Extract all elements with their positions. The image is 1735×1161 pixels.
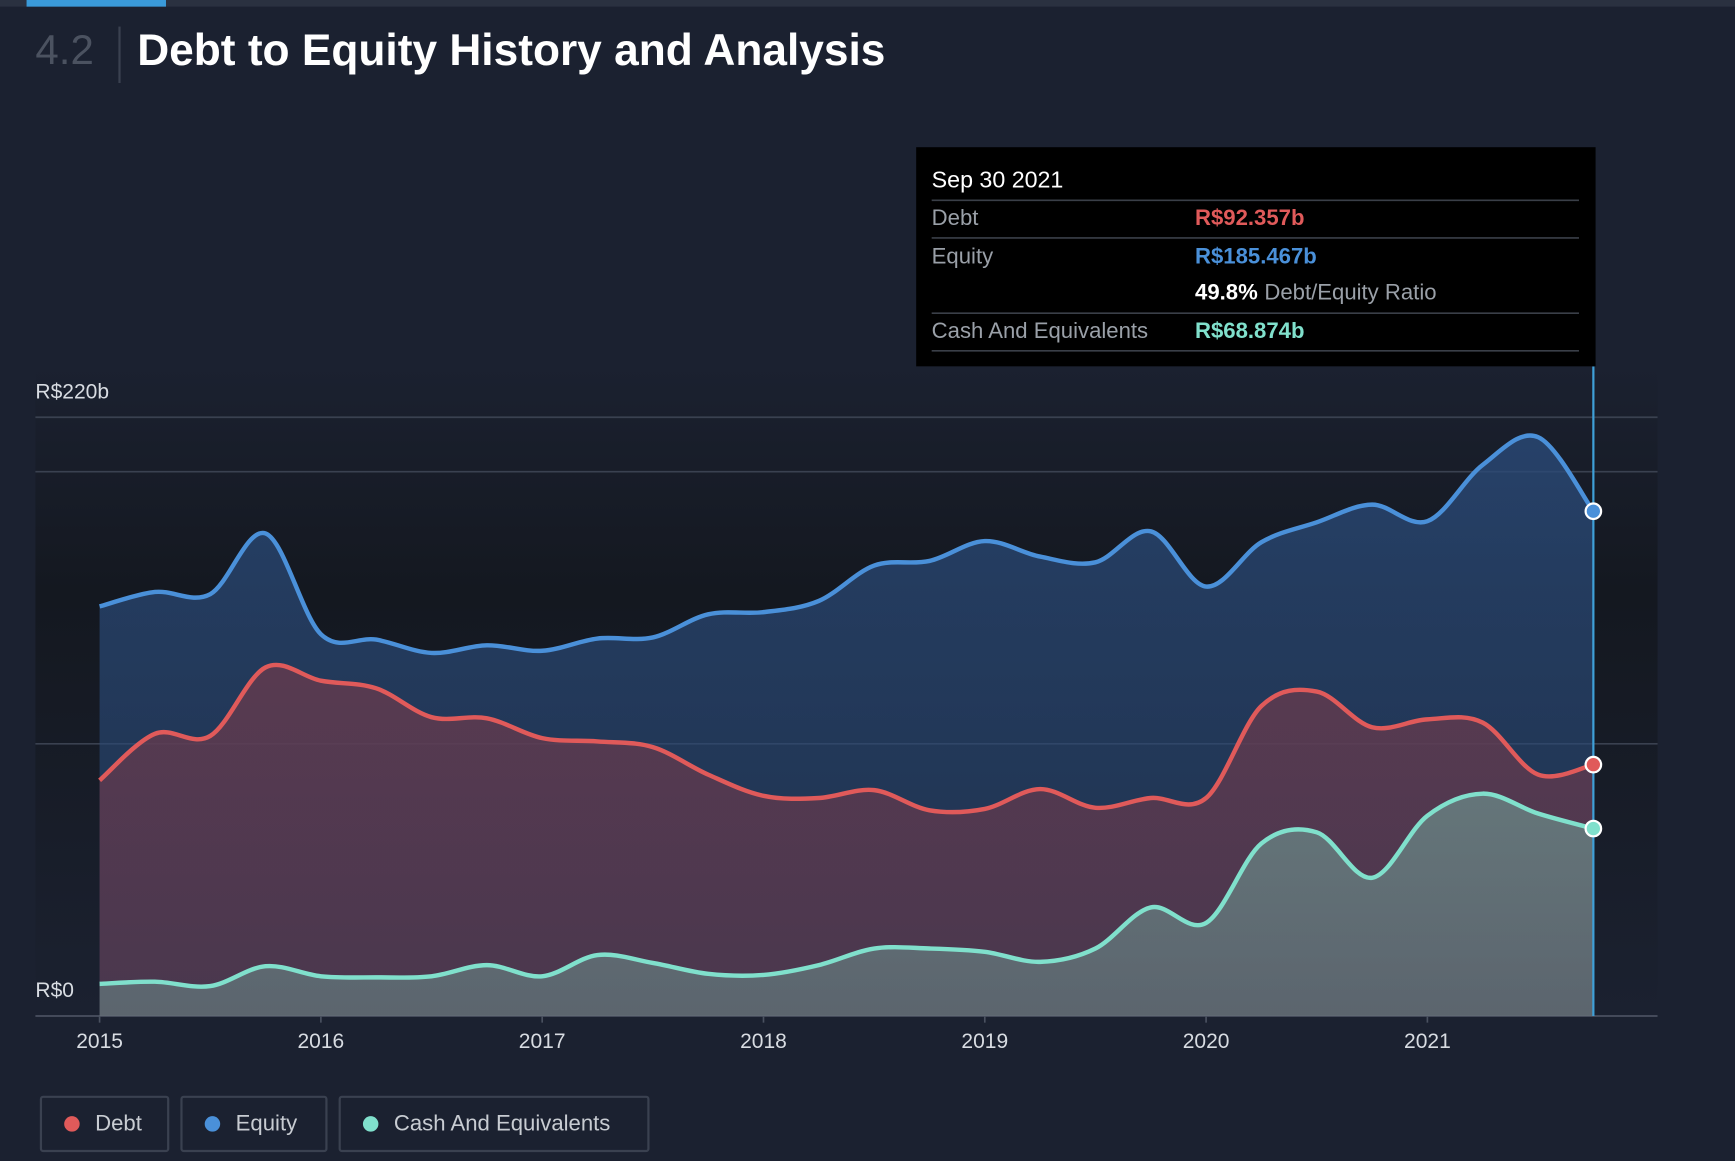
legend-button: [39, 1095, 170, 1153]
tooltip-value: R$92.357b: [1195, 205, 1304, 230]
ratio-text: Debt/Equity Ratio: [1264, 279, 1436, 304]
x-tick-label: 2015: [76, 1030, 123, 1053]
x-tick-label: 2021: [1404, 1030, 1451, 1053]
tooltip-label: Cash And Equivalents: [932, 318, 1148, 343]
tooltip-value: R$68.874b: [1195, 318, 1304, 343]
line: [98, 662, 1594, 815]
area: [99, 793, 1594, 1017]
legend-button: [338, 1095, 650, 1153]
x-tick-label: 2017: [519, 1030, 566, 1053]
hover-point: [1584, 819, 1603, 838]
line: [99, 791, 1594, 989]
legend-label: Equity: [236, 1110, 298, 1135]
hover-point: [1584, 502, 1603, 521]
legend-item[interactable]: Equity: [180, 1095, 328, 1153]
legend-item[interactable]: Debt: [39, 1095, 170, 1153]
x-tick-label: 2016: [298, 1030, 345, 1053]
legend-item[interactable]: Cash And Equivalents: [338, 1095, 650, 1153]
legend-label: Debt: [95, 1110, 142, 1135]
tooltip-label: Debt: [932, 205, 979, 230]
x-tick-label: 2019: [961, 1030, 1008, 1053]
tooltip-ratio: 49.8% Debt/Equity Ratio: [1195, 279, 1437, 304]
legend-swatch: [362, 1116, 379, 1132]
legend-button: [180, 1095, 328, 1153]
y-tick-label: R$0: [35, 979, 74, 1002]
legend-swatch: [204, 1116, 221, 1132]
legend-swatch: [64, 1116, 80, 1132]
tooltip-title: Sep 30 2021: [932, 167, 1064, 193]
y-tick-label: R$220b: [35, 380, 109, 403]
ratio-value: 49.8%: [1195, 279, 1258, 304]
tooltip-label: Equity: [932, 244, 994, 269]
x-tick-label: 2020: [1183, 1030, 1230, 1053]
section-number: 4.2: [35, 26, 93, 73]
line: [99, 433, 1596, 656]
active-tab-indicator: [26, 0, 166, 7]
x-tick-label: 2018: [740, 1030, 787, 1053]
legend-label: Cash And Equivalents: [394, 1110, 610, 1135]
tooltip-value: R$185.467b: [1195, 244, 1317, 269]
top-strip: [0, 0, 1735, 7]
tooltip: Sep 30 2021 Debt R$92.357b Equity R$185.467b…: [916, 147, 1596, 367]
chart-title: Debt to Equity History and Analysis: [137, 26, 885, 75]
hover-point: [1584, 755, 1603, 774]
tooltip-box: [916, 147, 1596, 367]
